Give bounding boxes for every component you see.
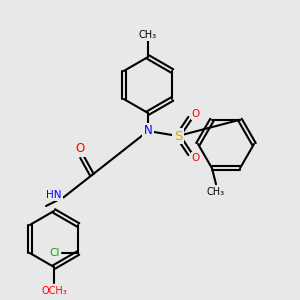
Text: CH₃: CH₃: [139, 30, 157, 40]
Text: O: O: [192, 153, 200, 163]
Text: S: S: [174, 130, 182, 142]
Text: HN: HN: [46, 190, 62, 200]
Text: O: O: [75, 142, 85, 155]
Text: CH₃: CH₃: [207, 187, 225, 197]
Text: OCH₃: OCH₃: [41, 286, 67, 296]
Text: N: N: [144, 124, 152, 137]
Text: Cl: Cl: [49, 248, 59, 258]
Text: O: O: [192, 109, 200, 119]
